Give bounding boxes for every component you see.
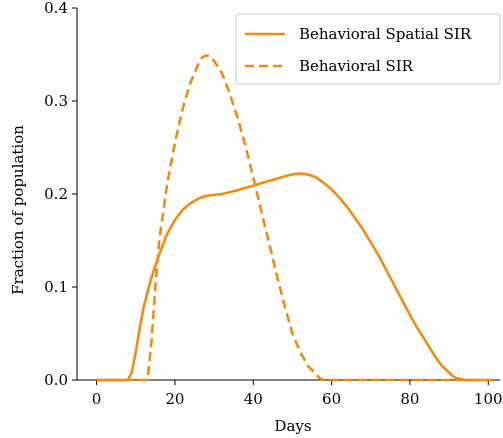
x-axis: 0 20 40 60 80 100	[77, 379, 503, 408]
y-tick-label: 0.1	[44, 278, 68, 296]
y-tick-label: 0.0	[44, 371, 68, 389]
plot-area	[96, 54, 493, 382]
series-line-behavioral-sir	[96, 54, 493, 382]
legend: Behavioral Spatial SIR Behavioral SIR	[235, 13, 501, 85]
x-axis-label: Days	[274, 417, 311, 435]
x-tick-label: 0	[92, 390, 102, 408]
y-tick-label: 0.4	[44, 0, 68, 17]
x-tick-label: 40	[244, 390, 263, 408]
y-tick-label: 0.3	[44, 92, 68, 110]
y-tick-label: 0.2	[44, 185, 68, 203]
legend-label-behavioral-sir: Behavioral SIR	[299, 57, 414, 75]
x-tick-label: 100	[474, 390, 503, 408]
x-tick-label: 20	[165, 390, 184, 408]
legend-frame	[235, 13, 501, 85]
x-tick-label: 80	[400, 390, 419, 408]
x-tick-label: 60	[322, 390, 341, 408]
y-axis-label: Fraction of population	[9, 125, 27, 295]
y-axis: 0.0 0.1 0.2 0.3 0.4	[44, 0, 78, 389]
legend-label-behavioral-spatial-sir: Behavioral Spatial SIR	[299, 25, 472, 43]
series-line-behavioral-spatial-sir	[96, 172, 493, 382]
